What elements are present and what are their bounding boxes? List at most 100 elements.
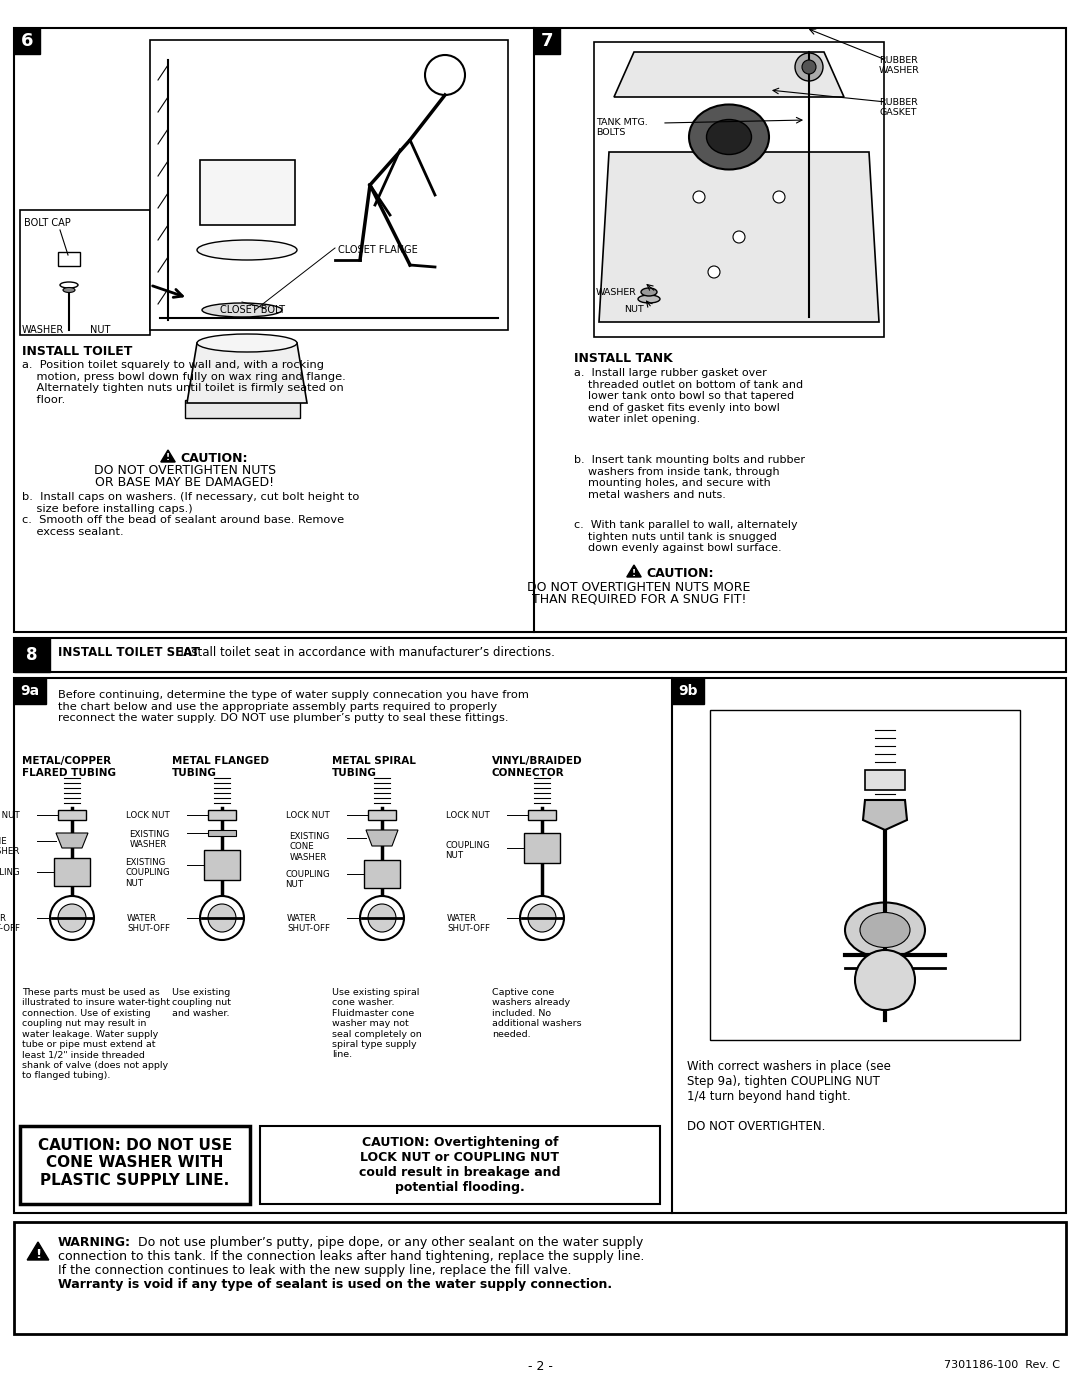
Text: Use existing
coupling nut
and washer.: Use existing coupling nut and washer. bbox=[172, 988, 231, 1018]
Text: 7: 7 bbox=[541, 32, 553, 50]
Circle shape bbox=[795, 53, 823, 81]
Text: EXISTING
COUPLING
NUT: EXISTING COUPLING NUT bbox=[125, 858, 170, 888]
Text: METAL SPIRAL
TUBING: METAL SPIRAL TUBING bbox=[332, 756, 416, 778]
Text: These parts must be used as
illustrated to insure water-tight
connection. Use of: These parts must be used as illustrated … bbox=[22, 988, 170, 1080]
Text: WASHER: WASHER bbox=[22, 326, 64, 335]
Text: b.  Insert tank mounting bolts and rubber
    washers from inside tank, through
: b. Insert tank mounting bolts and rubber… bbox=[573, 455, 805, 500]
Text: If the connection continues to leak with the new supply line, replace the fill v: If the connection continues to leak with… bbox=[58, 1264, 571, 1277]
Text: connection to this tank. If the connection leaks after hand tightening, replace : connection to this tank. If the connecti… bbox=[58, 1250, 645, 1263]
Bar bbox=[208, 830, 237, 835]
Bar bbox=[14, 28, 1066, 631]
Circle shape bbox=[855, 950, 915, 1010]
Text: LOCK NUT: LOCK NUT bbox=[286, 812, 330, 820]
Circle shape bbox=[58, 904, 86, 932]
Bar bbox=[368, 810, 396, 820]
Polygon shape bbox=[366, 830, 399, 847]
Ellipse shape bbox=[638, 295, 660, 303]
Text: - 2 -: - 2 - bbox=[527, 1361, 553, 1373]
Bar bbox=[14, 678, 1066, 1213]
Bar bbox=[534, 28, 561, 54]
Ellipse shape bbox=[197, 334, 297, 352]
Text: RUBBER
WASHER: RUBBER WASHER bbox=[879, 56, 920, 75]
Text: !: ! bbox=[35, 1248, 41, 1260]
Text: WATER
SHUT-OFF: WATER SHUT-OFF bbox=[287, 914, 330, 933]
Polygon shape bbox=[626, 564, 642, 577]
Bar bbox=[14, 28, 40, 54]
Text: 7301186-100  Rev. C: 7301186-100 Rev. C bbox=[944, 1361, 1059, 1370]
Text: !: ! bbox=[632, 569, 636, 577]
Text: c.  With tank parallel to wall, alternately
    tighten nuts until tank is snugg: c. With tank parallel to wall, alternate… bbox=[573, 520, 798, 553]
Polygon shape bbox=[599, 152, 879, 321]
Text: LOCK NUT: LOCK NUT bbox=[0, 812, 21, 820]
Circle shape bbox=[802, 60, 816, 74]
Text: METAL/COPPER
FLARED TUBING: METAL/COPPER FLARED TUBING bbox=[22, 756, 116, 778]
Bar bbox=[260, 1126, 660, 1204]
Circle shape bbox=[773, 191, 785, 203]
Text: CAUTION:: CAUTION: bbox=[646, 567, 714, 580]
Bar bbox=[21, 210, 150, 335]
Bar bbox=[204, 849, 240, 880]
Text: Captive cone
washers already
included. No
additional washers
needed.: Captive cone washers already included. N… bbox=[492, 988, 582, 1038]
Ellipse shape bbox=[642, 288, 657, 296]
Circle shape bbox=[50, 895, 94, 940]
Text: EXISTING
CONE
WASHER: EXISTING CONE WASHER bbox=[289, 833, 330, 862]
Circle shape bbox=[528, 904, 556, 932]
Text: 6: 6 bbox=[21, 32, 33, 50]
Text: a.  Install large rubber gasket over
    threaded outlet on bottom of tank and
 : a. Install large rubber gasket over thre… bbox=[573, 367, 804, 425]
Circle shape bbox=[368, 904, 396, 932]
Text: NUT: NUT bbox=[90, 326, 110, 335]
Text: WATER
SHUT-OFF: WATER SHUT-OFF bbox=[447, 914, 490, 933]
Text: INSTALL TOILET: INSTALL TOILET bbox=[22, 345, 133, 358]
Bar bbox=[200, 161, 295, 225]
Text: DO NOT OVERTIGHTEN NUTS: DO NOT OVERTIGHTEN NUTS bbox=[94, 464, 276, 476]
Circle shape bbox=[733, 231, 745, 243]
Text: LOCK NUT: LOCK NUT bbox=[446, 812, 490, 820]
Bar bbox=[14, 638, 1066, 672]
Text: EXISTING
WASHER: EXISTING WASHER bbox=[130, 830, 170, 849]
Ellipse shape bbox=[689, 105, 769, 169]
Text: CLOSET BOLT: CLOSET BOLT bbox=[220, 305, 285, 314]
Bar bbox=[528, 810, 556, 820]
Text: CAUTION:: CAUTION: bbox=[180, 453, 247, 465]
Text: 8: 8 bbox=[26, 645, 38, 664]
Text: METAL FLANGED
TUBING: METAL FLANGED TUBING bbox=[172, 756, 269, 778]
Polygon shape bbox=[161, 450, 175, 462]
Circle shape bbox=[708, 265, 720, 278]
Circle shape bbox=[519, 895, 564, 940]
Text: With correct washers in place (see
Step 9a), tighten COUPLING NUT
1/4 turn beyon: With correct washers in place (see Step … bbox=[687, 1060, 891, 1133]
Polygon shape bbox=[615, 52, 843, 96]
Circle shape bbox=[693, 191, 705, 203]
Text: CAUTION: Overtightening of
LOCK NUT or COUPLING NUT
could result in breakage and: CAUTION: Overtightening of LOCK NUT or C… bbox=[360, 1136, 561, 1194]
Text: !: ! bbox=[166, 454, 170, 462]
Polygon shape bbox=[187, 344, 307, 402]
Text: NUT: NUT bbox=[624, 305, 644, 314]
Text: 9b: 9b bbox=[678, 685, 698, 698]
Bar bbox=[185, 400, 300, 418]
Polygon shape bbox=[27, 1242, 49, 1260]
Text: INSTALL TOILET SEAT: INSTALL TOILET SEAT bbox=[58, 645, 200, 659]
Text: WATER
SHUT-OFF: WATER SHUT-OFF bbox=[127, 914, 170, 933]
Polygon shape bbox=[863, 800, 907, 830]
Text: VINYL/BRAIDED
CONNECTOR: VINYL/BRAIDED CONNECTOR bbox=[492, 756, 582, 778]
Ellipse shape bbox=[202, 303, 282, 317]
Text: BOLT CAP: BOLT CAP bbox=[24, 218, 71, 228]
Ellipse shape bbox=[197, 240, 297, 260]
Bar bbox=[54, 858, 90, 886]
Bar bbox=[14, 638, 50, 672]
Ellipse shape bbox=[845, 902, 924, 957]
Text: CLOSET FLANGE: CLOSET FLANGE bbox=[338, 244, 418, 256]
Bar bbox=[594, 42, 885, 337]
Bar bbox=[672, 678, 704, 704]
Text: Install toilet seat in accordance with manufacturer’s directions.: Install toilet seat in accordance with m… bbox=[173, 645, 555, 659]
Text: OR BASE MAY BE DAMAGED!: OR BASE MAY BE DAMAGED! bbox=[95, 476, 274, 489]
Text: Warranty is void if any type of sealant is used on the water supply connection.: Warranty is void if any type of sealant … bbox=[58, 1278, 612, 1291]
Text: INSTALL TANK: INSTALL TANK bbox=[573, 352, 673, 365]
Bar bbox=[14, 678, 46, 704]
Bar bbox=[865, 770, 905, 789]
Circle shape bbox=[200, 895, 244, 940]
Text: LOCK NUT: LOCK NUT bbox=[126, 812, 170, 820]
Ellipse shape bbox=[63, 288, 75, 292]
Text: COUPLING
NUT: COUPLING NUT bbox=[445, 841, 490, 861]
Text: COUPLING
NUT: COUPLING NUT bbox=[0, 868, 21, 887]
Text: TANK MTG.
BOLTS: TANK MTG. BOLTS bbox=[596, 117, 648, 137]
